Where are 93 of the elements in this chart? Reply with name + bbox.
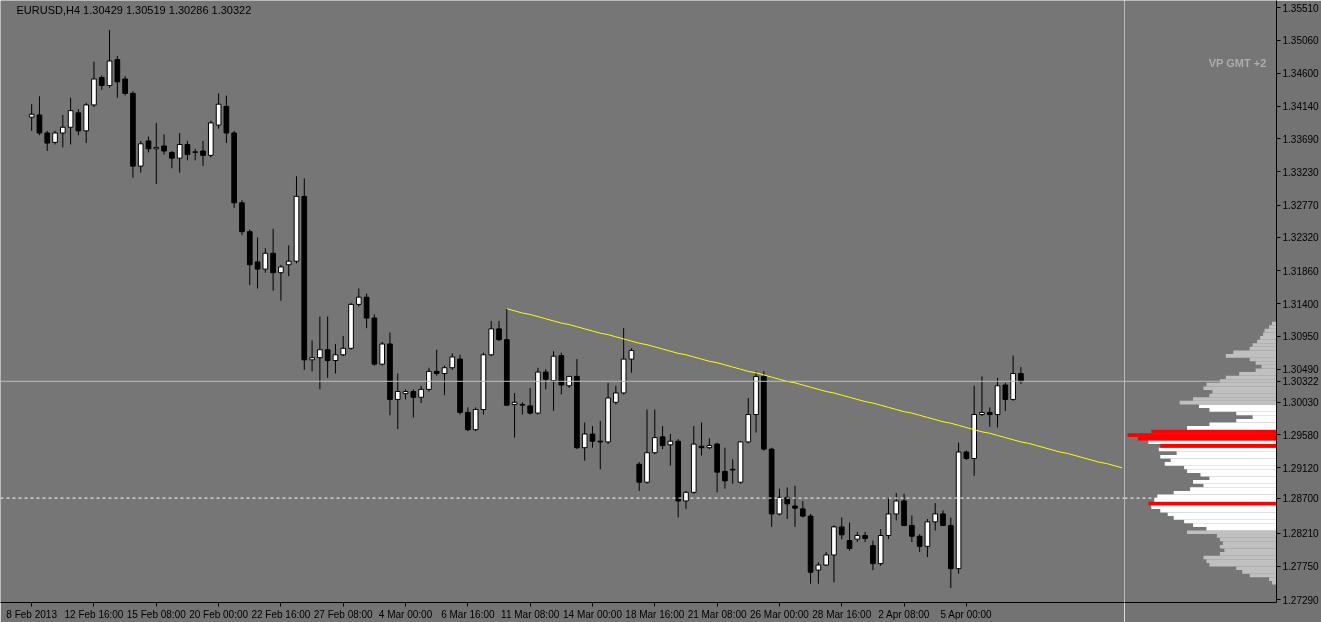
candlestick xyxy=(59,114,66,148)
candlestick xyxy=(465,406,471,432)
x-tick-label: 11 Mar 08:00 xyxy=(501,608,560,620)
x-tick-label: 4 Mar 00:00 xyxy=(378,608,433,620)
candlestick xyxy=(270,228,276,292)
bar xyxy=(1263,332,1277,337)
x-tick-label: 8 Feb 2013 xyxy=(6,608,58,620)
candlestick xyxy=(979,375,985,417)
candlestick xyxy=(278,264,284,302)
x-tick-label: 20 Feb 00:00 xyxy=(189,608,249,620)
bar xyxy=(1151,505,1277,509)
y-tick-label: 1.35060 xyxy=(1282,35,1320,47)
candlestick xyxy=(862,531,868,543)
candlestick xyxy=(309,339,315,372)
candlestick xyxy=(200,140,206,167)
y-tick-label: 1.27290 xyxy=(1282,594,1320,606)
candlestick xyxy=(44,130,51,152)
y-tick-label: 1.31400 xyxy=(1282,298,1320,310)
y-tick-label: 1.34600 xyxy=(1282,68,1320,80)
candlestick xyxy=(418,385,424,404)
bar xyxy=(1269,325,1277,329)
x-tick-label: 6 Mar 16:00 xyxy=(441,608,495,620)
y-tick-label: 1.34140 xyxy=(1282,101,1320,113)
x-tick-label: 18 Mar 16:00 xyxy=(625,608,685,620)
candlestick xyxy=(161,133,167,156)
candlestick xyxy=(613,385,619,405)
candlestick xyxy=(838,517,845,540)
candlestick xyxy=(909,514,915,543)
candlestick xyxy=(433,349,440,377)
bar xyxy=(1260,336,1277,340)
candlestick xyxy=(589,425,596,449)
candlestick xyxy=(792,485,798,528)
candlestick xyxy=(317,316,323,390)
ref-line-label: 1.30322 xyxy=(1282,376,1320,388)
y-tick-label: 1.30490 xyxy=(1282,364,1320,376)
bar xyxy=(1224,548,1277,553)
x-tick-label: 21 Mar 08:00 xyxy=(687,608,748,620)
candlestick xyxy=(137,140,144,174)
y-tick-label: 1.29120 xyxy=(1282,462,1320,474)
y-tick-label: 1.33230 xyxy=(1282,166,1320,178)
ref-line-label: 1.28700 xyxy=(1282,493,1320,505)
bar xyxy=(1225,354,1277,358)
x-tick-label: 5 Apr 00:00 xyxy=(940,608,993,620)
candlestick xyxy=(636,461,643,492)
candlestick xyxy=(628,347,635,374)
x-tick-label: 14 Mar 00:00 xyxy=(563,608,623,620)
candlestick xyxy=(651,409,658,455)
candlestick xyxy=(597,420,604,470)
candlestick xyxy=(285,244,292,277)
candlestick xyxy=(986,406,993,428)
candlestick xyxy=(153,122,160,185)
y-tick-label: 1.28210 xyxy=(1282,528,1320,540)
bar xyxy=(1160,444,1277,448)
candlestick xyxy=(340,335,347,357)
candlestick xyxy=(379,341,386,367)
x-tick-label: 12 Feb 16:00 xyxy=(64,608,124,620)
bar xyxy=(1148,440,1277,445)
x-tick-label: 27 Feb 08:00 xyxy=(313,608,374,620)
y-tick-label: 1.29580 xyxy=(1282,429,1320,441)
candlestick xyxy=(363,293,370,329)
y-tick-label: 1.31860 xyxy=(1282,265,1320,277)
candlestick xyxy=(846,522,853,552)
candlestick xyxy=(542,368,549,390)
candlestick xyxy=(722,447,728,490)
y-tick-label: 1.30950 xyxy=(1282,331,1320,343)
bar xyxy=(1199,404,1277,409)
candlestick xyxy=(394,373,401,430)
y-tick-label: 1.27750 xyxy=(1282,561,1320,573)
candlestick xyxy=(122,75,128,97)
x-tick-label: 2 Apr 08:00 xyxy=(878,608,930,620)
y-tick-label: 1.30030 xyxy=(1282,397,1320,409)
candlestick xyxy=(1018,366,1024,385)
chart-title: EURUSD,H4 1.30429 1.30519 1.30286 1.30322 xyxy=(16,3,252,16)
x-tick-label: 22 Feb 16:00 xyxy=(251,608,311,620)
candlestick xyxy=(169,150,175,169)
bar xyxy=(1187,530,1277,535)
x-tick-label: 15 Feb 08:00 xyxy=(126,608,187,620)
candlestick xyxy=(441,365,448,396)
y-tick-label: 1.33690 xyxy=(1282,133,1320,145)
x-tick-label: 28 Mar 16:00 xyxy=(812,608,872,620)
candlestick xyxy=(581,421,588,462)
candlestick xyxy=(932,502,939,531)
x-tick-label: 26 Mar 00:00 xyxy=(749,608,810,620)
candlestick xyxy=(870,540,876,571)
candlestick xyxy=(527,387,534,416)
y-tick-label: 1.32770 xyxy=(1282,200,1320,212)
bar xyxy=(1187,426,1277,430)
y-tick-label: 1.35510 xyxy=(1282,2,1320,14)
candlestick xyxy=(355,288,362,308)
bar xyxy=(1203,386,1277,391)
candlestick xyxy=(496,320,502,342)
y-tick-label: 1.32320 xyxy=(1282,232,1320,244)
candlestick xyxy=(426,367,432,393)
